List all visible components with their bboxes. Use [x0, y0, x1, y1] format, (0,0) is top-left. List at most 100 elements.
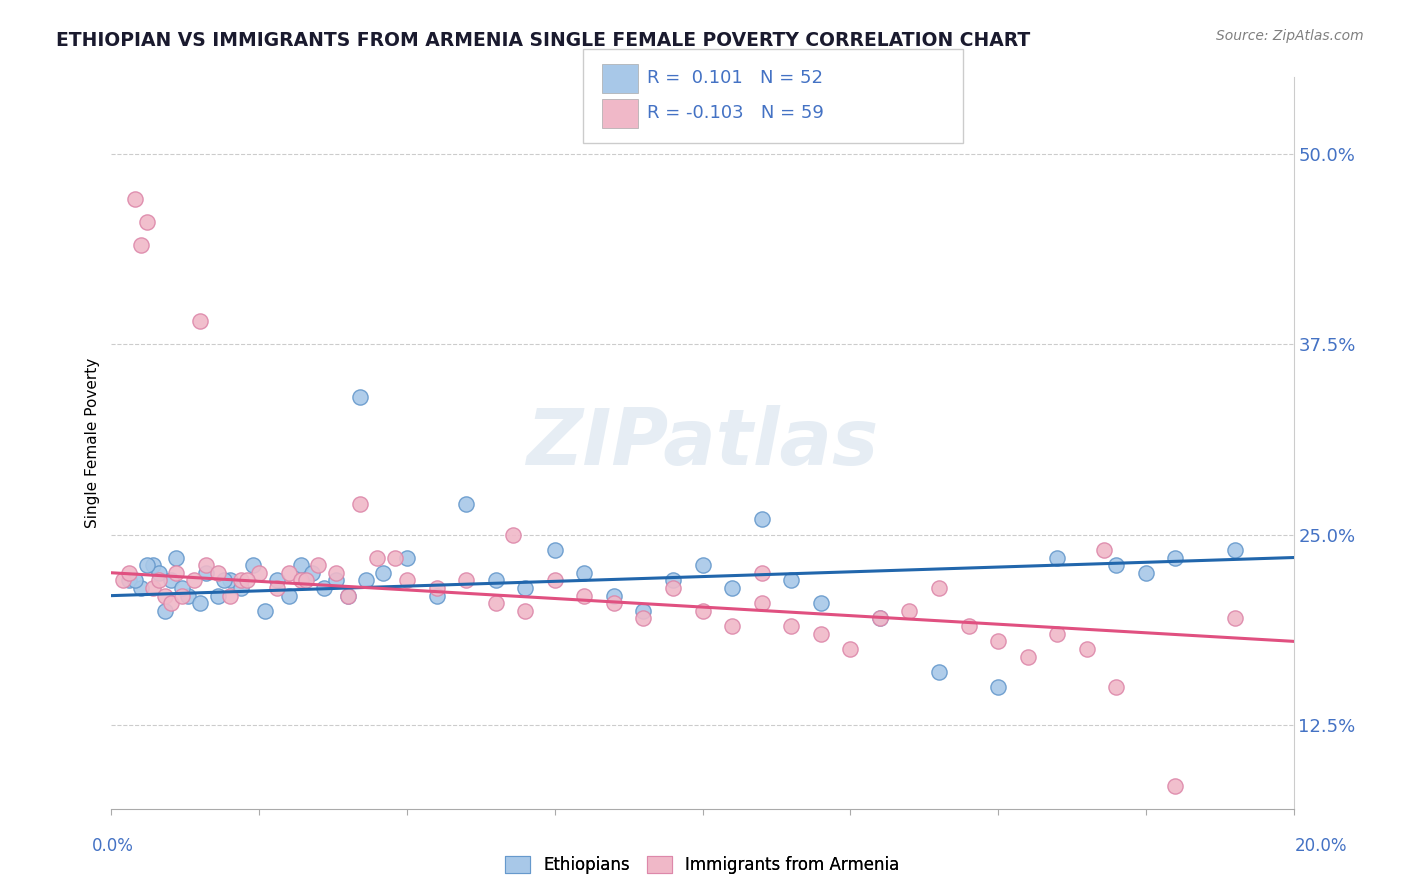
Point [633, 604, 655, 618]
Point [1164, 779, 1187, 793]
Point [142, 558, 165, 573]
Point [1076, 642, 1098, 657]
Point [129, 238, 152, 252]
Point [301, 566, 323, 580]
Point [957, 619, 980, 633]
Point [485, 574, 508, 588]
Point [118, 574, 141, 588]
Point [112, 574, 135, 588]
Point [325, 574, 347, 588]
Point [349, 391, 371, 405]
Point [839, 642, 862, 657]
Point [354, 574, 377, 588]
Point [159, 574, 181, 588]
Point [721, 581, 744, 595]
Point [236, 574, 259, 588]
Point [454, 497, 477, 511]
Point [395, 574, 418, 588]
Point [515, 604, 537, 618]
Point [751, 596, 773, 610]
Point [188, 596, 211, 610]
Point [124, 193, 146, 207]
Y-axis label: Single Female Poverty: Single Female Poverty [86, 358, 100, 528]
Point [751, 512, 773, 526]
Point [373, 566, 395, 580]
Point [218, 589, 240, 603]
Point [1135, 566, 1157, 580]
Point [148, 566, 170, 580]
Point [142, 581, 165, 595]
Point [231, 581, 253, 595]
Point [662, 581, 685, 595]
Point [183, 574, 205, 588]
Point [987, 634, 1010, 648]
Point [212, 574, 235, 588]
Legend: Ethiopians, Immigrants from Armenia: Ethiopians, Immigrants from Armenia [499, 850, 907, 881]
Point [692, 558, 714, 573]
Point [247, 566, 270, 580]
Point [307, 558, 329, 573]
Point [172, 589, 194, 603]
Point [633, 611, 655, 625]
Point [314, 581, 336, 595]
Point [1164, 550, 1187, 565]
Point [1223, 542, 1246, 557]
Point [1105, 680, 1128, 694]
Point [135, 558, 157, 573]
Point [425, 589, 447, 603]
Point [603, 596, 626, 610]
Point [172, 581, 194, 595]
Point [603, 589, 626, 603]
Text: 0.0%: 0.0% [91, 837, 134, 855]
Point [1017, 649, 1039, 664]
Point [928, 581, 950, 595]
Point [1223, 611, 1246, 625]
Point [425, 581, 447, 595]
Point [159, 596, 181, 610]
Point [1094, 542, 1116, 557]
Point [266, 581, 288, 595]
Point [780, 619, 803, 633]
Point [218, 574, 240, 588]
Point [454, 574, 477, 588]
Text: 20.0%: 20.0% [1295, 837, 1347, 855]
Point [751, 566, 773, 580]
Point [135, 215, 157, 229]
Point [395, 550, 418, 565]
Point [384, 550, 406, 565]
Text: R =  0.101   N = 52: R = 0.101 N = 52 [647, 70, 823, 87]
Point [325, 566, 347, 580]
Point [207, 589, 229, 603]
Point [148, 574, 170, 588]
Point [1046, 626, 1069, 640]
Point [662, 574, 685, 588]
Point [266, 574, 288, 588]
Point [780, 574, 803, 588]
Point [118, 566, 141, 580]
Point [336, 589, 359, 603]
Point [195, 566, 218, 580]
Point [1105, 558, 1128, 573]
Point [349, 497, 371, 511]
Point [290, 558, 312, 573]
Point [165, 566, 187, 580]
Point [1046, 550, 1069, 565]
Point [810, 626, 832, 640]
Point [366, 550, 388, 565]
Point [721, 619, 744, 633]
Point [165, 550, 187, 565]
Point [295, 574, 318, 588]
Point [515, 581, 537, 595]
Point [898, 604, 921, 618]
Point [153, 604, 176, 618]
Point [987, 680, 1010, 694]
Point [277, 589, 299, 603]
Point [188, 314, 211, 328]
Point [277, 566, 299, 580]
Text: Source: ZipAtlas.com: Source: ZipAtlas.com [1216, 29, 1364, 43]
Point [869, 611, 891, 625]
Point [502, 527, 524, 541]
Point [207, 566, 229, 580]
Point [124, 574, 146, 588]
Point [129, 581, 152, 595]
